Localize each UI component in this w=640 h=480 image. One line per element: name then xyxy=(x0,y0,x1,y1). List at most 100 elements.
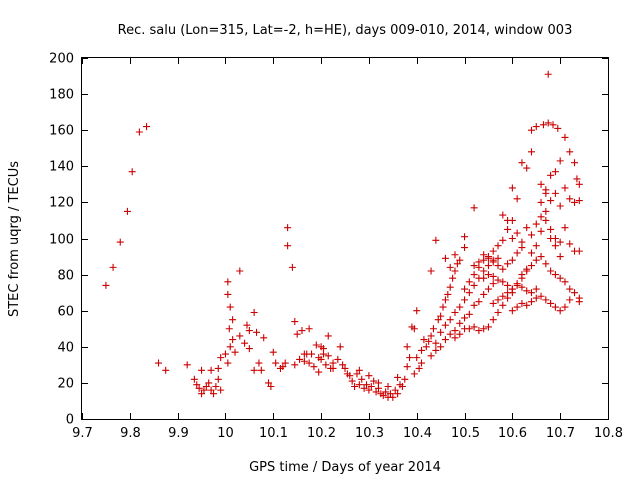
data-point xyxy=(532,256,540,264)
data-point xyxy=(573,175,581,183)
data-point xyxy=(518,238,526,246)
data-point xyxy=(480,267,488,275)
data-point xyxy=(475,298,483,306)
y-tick-label: 120 xyxy=(49,196,74,211)
data-point xyxy=(441,254,449,262)
x-tick-label: 10.3 xyxy=(355,426,384,441)
data-point xyxy=(224,359,232,367)
x-tick-label: 9.9 xyxy=(168,426,189,441)
data-point xyxy=(284,224,292,232)
data-point xyxy=(418,346,426,354)
data-point xyxy=(544,70,552,78)
data-point xyxy=(575,298,583,306)
data-point xyxy=(571,198,579,206)
data-point xyxy=(456,319,464,327)
data-point xyxy=(551,189,559,197)
data-point xyxy=(372,388,380,396)
data-point xyxy=(389,393,397,401)
data-point xyxy=(575,180,583,188)
y-tick-label: 160 xyxy=(49,124,74,139)
data-point xyxy=(451,327,459,335)
data-point xyxy=(542,216,550,224)
data-point xyxy=(566,195,574,203)
data-point xyxy=(470,204,478,212)
x-tick-label: 10.6 xyxy=(498,426,527,441)
data-point xyxy=(556,253,564,261)
data-point xyxy=(508,285,516,293)
data-point xyxy=(566,285,574,293)
data-point xyxy=(300,357,308,365)
data-point xyxy=(386,390,394,398)
x-tick-label: 10.4 xyxy=(403,426,432,441)
data-point xyxy=(193,381,201,389)
data-point xyxy=(394,390,402,398)
data-point xyxy=(432,236,440,244)
data-point xyxy=(329,364,337,372)
data-point xyxy=(461,296,469,304)
data-point xyxy=(348,377,356,385)
data-point xyxy=(508,235,516,242)
data-point xyxy=(432,346,440,354)
data-point xyxy=(374,379,382,387)
data-point xyxy=(143,123,151,131)
data-point xyxy=(470,301,478,309)
x-tick-label: 10.7 xyxy=(546,426,575,441)
data-point xyxy=(210,390,217,398)
data-points xyxy=(102,70,583,401)
data-point xyxy=(518,299,526,307)
data-point xyxy=(544,119,552,127)
x-tick-label: 9.8 xyxy=(120,426,141,441)
data-point xyxy=(547,171,555,179)
data-point xyxy=(439,303,447,311)
y-tick-label: 60 xyxy=(57,305,74,320)
data-point xyxy=(109,263,117,271)
data-point xyxy=(116,238,124,246)
data-point xyxy=(441,296,449,304)
data-point xyxy=(542,207,550,215)
data-point xyxy=(451,251,459,259)
data-point xyxy=(451,267,459,275)
data-point xyxy=(243,321,251,329)
data-point xyxy=(556,202,564,210)
data-point xyxy=(527,262,535,270)
data-point xyxy=(499,211,507,219)
data-point xyxy=(527,148,535,156)
data-point xyxy=(250,309,258,317)
data-point xyxy=(537,180,545,188)
data-point xyxy=(523,301,531,309)
data-point xyxy=(253,328,261,336)
data-point xyxy=(547,197,555,205)
data-point xyxy=(539,121,547,129)
data-point xyxy=(413,307,421,315)
x-tick-label: 9.7 xyxy=(72,426,93,441)
data-point xyxy=(403,343,411,351)
y-tick-label: 200 xyxy=(49,52,74,67)
data-point xyxy=(499,265,507,273)
data-point xyxy=(537,213,545,221)
data-point xyxy=(444,290,452,298)
data-point xyxy=(465,325,473,333)
y-tick-label: 80 xyxy=(57,269,74,284)
data-point xyxy=(523,224,531,232)
data-point xyxy=(441,336,449,344)
data-point xyxy=(334,355,342,363)
data-point xyxy=(484,285,492,293)
data-point xyxy=(300,350,308,358)
data-point xyxy=(566,240,574,248)
data-point xyxy=(310,363,318,371)
data-point xyxy=(305,359,313,367)
data-point xyxy=(322,361,330,369)
data-point xyxy=(480,274,488,282)
data-point xyxy=(305,325,313,333)
data-point xyxy=(537,227,545,235)
chart-title: Rec. salu (Lon=315, Lat=-2, h=HE), days … xyxy=(118,23,573,38)
data-point xyxy=(351,383,359,391)
data-point xyxy=(370,377,378,385)
data-point xyxy=(518,159,526,167)
data-point xyxy=(446,263,454,271)
data-point xyxy=(504,281,512,289)
data-point xyxy=(420,336,428,344)
x-tick-label: 10.8 xyxy=(594,426,623,441)
data-point xyxy=(494,309,502,317)
data-point xyxy=(446,330,454,338)
